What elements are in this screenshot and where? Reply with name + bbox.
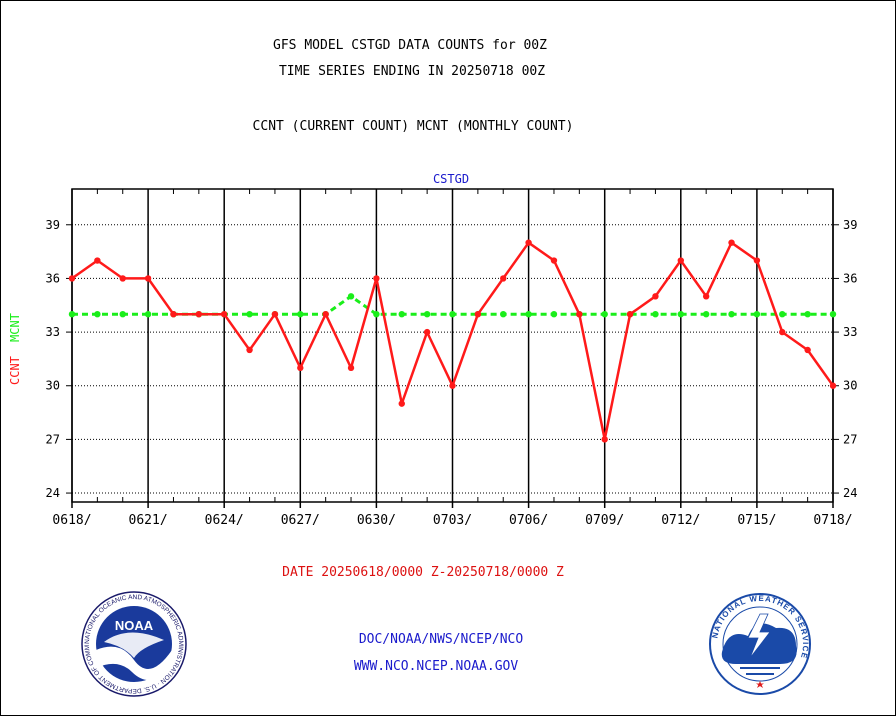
y-tick-label-right: 36 — [843, 271, 857, 285]
data-point-mcnt — [449, 311, 456, 318]
data-point-ccnt — [728, 239, 735, 246]
y-tick-label-left: 39 — [46, 218, 60, 232]
x-tick-label: 0630/ — [357, 513, 396, 528]
chart-subtitle: CCNT (CURRENT COUNT) MCNT (MONTHLY COUNT… — [252, 119, 574, 134]
data-point-mcnt — [804, 311, 811, 318]
chart-title-line2: TIME SERIES ENDING IN 20250718 00Z — [278, 64, 546, 79]
y-tick-label-right: 33 — [843, 325, 857, 339]
x-tick-label: 0618/ — [52, 513, 91, 528]
data-point-mcnt — [601, 311, 608, 318]
data-point-mcnt — [94, 311, 101, 318]
data-point-ccnt — [144, 275, 152, 282]
date-range-label: DATE 20250618/0000 Z-20250718/0000 Z — [282, 565, 564, 580]
data-point-ccnt — [170, 311, 177, 318]
data-point-mcnt — [779, 311, 786, 318]
data-point-mcnt — [550, 311, 558, 318]
data-point-ccnt — [500, 275, 507, 282]
data-point-ccnt — [347, 364, 355, 372]
data-point-mcnt — [652, 311, 659, 318]
x-tick-label: 0718/ — [813, 513, 852, 528]
y-tick-label-right: 30 — [843, 379, 857, 393]
chart-title-line1: GFS MODEL CSTGD DATA COUNTS for 00Z — [273, 38, 547, 53]
data-point-ccnt — [753, 257, 761, 264]
data-point-mcnt — [297, 311, 304, 318]
x-tick-label: 0703/ — [433, 513, 472, 528]
x-tick-label: 0621/ — [129, 513, 168, 528]
data-point-ccnt — [271, 311, 279, 318]
data-point-ccnt — [119, 275, 126, 282]
data-point-ccnt — [94, 257, 101, 264]
data-point-ccnt — [779, 328, 786, 336]
x-tick-label: 0709/ — [585, 513, 624, 528]
data-point-ccnt — [449, 382, 456, 389]
x-tick-label: 0706/ — [509, 513, 548, 528]
y-tick-label-left: 33 — [46, 325, 60, 339]
x-tick-label: 0627/ — [281, 513, 320, 528]
data-point-mcnt — [702, 311, 710, 318]
x-tick-label: 0624/ — [205, 513, 244, 528]
data-point-ccnt — [576, 311, 583, 318]
data-point-mcnt — [119, 311, 126, 318]
data-point-mcnt — [829, 311, 837, 318]
data-point-mcnt — [68, 311, 76, 318]
data-point-ccnt — [550, 257, 558, 264]
data-point-mcnt — [525, 311, 532, 318]
data-point-mcnt — [398, 311, 405, 318]
data-point-ccnt — [322, 311, 329, 318]
data-point-ccnt — [829, 382, 837, 389]
data-point-ccnt — [525, 239, 532, 246]
data-point-mcnt — [373, 311, 380, 318]
data-point-ccnt — [677, 257, 684, 264]
x-tick-label: 0712/ — [661, 513, 700, 528]
data-point-ccnt — [423, 328, 431, 336]
data-point-ccnt — [652, 293, 659, 300]
data-point-ccnt — [68, 275, 76, 282]
data-point-ccnt — [246, 346, 253, 354]
y-tick-label-left: 27 — [46, 432, 60, 446]
y-tick-label-left: 36 — [46, 271, 60, 285]
link-nco-website[interactable]: WWW.NCO.NCEP.NOAA.GOV — [353, 659, 519, 674]
data-point-mcnt — [677, 311, 684, 318]
y-tick-label-left: 30 — [46, 379, 60, 393]
data-point-ccnt — [474, 311, 482, 318]
data-point-ccnt — [601, 436, 608, 443]
data-point-ccnt — [626, 311, 634, 318]
data-point-mcnt — [753, 311, 761, 318]
link-doc-noaa[interactable]: DOC/NOAA/NWS/NCEP/NCO — [358, 632, 524, 647]
y-tick-label-right: 27 — [843, 432, 857, 446]
data-point-ccnt — [373, 275, 380, 282]
y-tick-label-right: 39 — [843, 218, 857, 232]
data-point-ccnt — [195, 311, 203, 318]
data-point-mcnt — [246, 311, 253, 318]
y-tick-label-right: 24 — [843, 486, 857, 500]
data-point-ccnt — [398, 400, 405, 407]
y-axis-label-mcnt: MCNT — [8, 313, 22, 342]
data-point-mcnt — [347, 293, 355, 300]
station-label: CSTGD — [432, 172, 470, 186]
data-point-mcnt — [500, 311, 507, 318]
data-point-ccnt — [702, 293, 710, 300]
data-point-ccnt — [804, 346, 811, 354]
data-point-ccnt — [221, 311, 228, 318]
y-tick-label-left: 24 — [46, 486, 60, 500]
data-point-mcnt — [144, 311, 152, 318]
data-point-ccnt — [297, 364, 304, 372]
y-axis-label-ccnt: CCNT — [8, 356, 22, 385]
x-tick-label: 0715/ — [737, 513, 776, 528]
data-point-mcnt — [728, 311, 735, 318]
data-point-mcnt — [423, 311, 431, 318]
